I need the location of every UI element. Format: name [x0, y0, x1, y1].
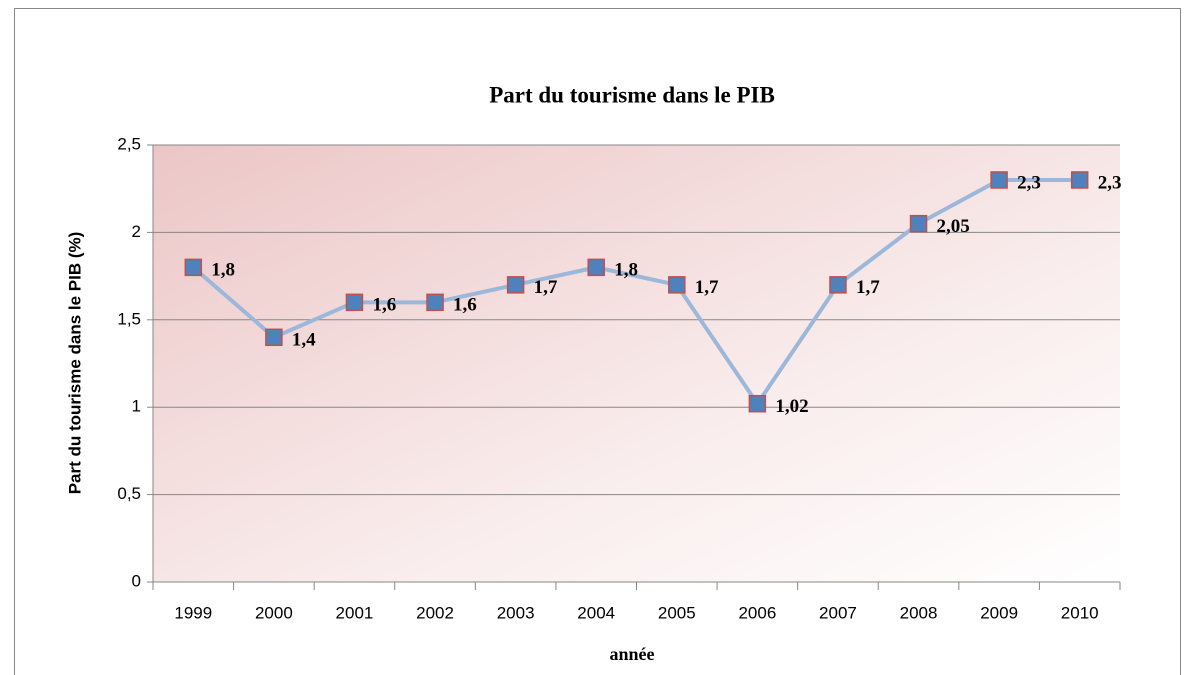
data-label: 2,3 [1098, 172, 1122, 193]
x-tick-label: 2004 [577, 603, 615, 622]
x-tick-label: 2005 [658, 603, 696, 622]
data-label: 2,3 [1017, 172, 1041, 193]
data-label: 2,05 [937, 216, 970, 237]
x-tick-label: 2002 [416, 603, 454, 622]
y-tick-label: 1,5 [117, 309, 141, 328]
data-label: 1,8 [211, 260, 235, 281]
marker [587, 258, 605, 277]
y-tick-label: 2,5 [117, 134, 141, 153]
y-axis-label: Part du tourisme dans le PIB (%) [65, 232, 84, 495]
marker [1070, 171, 1089, 189]
x-tick-label: 1999 [174, 603, 212, 622]
x-tick-label: 2001 [336, 603, 374, 622]
marker [265, 328, 283, 347]
marker [184, 258, 203, 277]
x-tick-label: 2008 [900, 603, 938, 622]
data-label: 1,7 [856, 277, 880, 298]
x-tick-label: 2006 [738, 603, 776, 622]
marker [668, 276, 686, 294]
x-tick-label: 2003 [497, 603, 535, 622]
chart-title: Part du tourisme dans le PIB [489, 82, 775, 107]
x-tick-label: 2009 [980, 603, 1018, 622]
marker [345, 293, 364, 312]
marker [506, 276, 525, 294]
plot-area [153, 145, 1120, 582]
data-label: 1,4 [292, 330, 316, 351]
x-tick-label: 2007 [819, 603, 857, 622]
data-label: 1,6 [453, 295, 477, 316]
data-label: 1,8 [614, 260, 638, 281]
marker [748, 394, 767, 413]
data-label: 1,7 [534, 277, 558, 298]
x-axis-label: année [610, 644, 655, 664]
marker [909, 214, 928, 233]
marker [426, 293, 444, 312]
data-label: 1,02 [775, 396, 808, 417]
marker [829, 276, 847, 294]
y-tick-label: 1 [132, 397, 141, 416]
data-label: 1,7 [695, 277, 719, 298]
series-line [191, 177, 1080, 406]
x-tick-label: 2000 [255, 603, 293, 622]
data-label: 1,6 [372, 295, 396, 316]
y-tick-label: 2 [132, 222, 141, 241]
y-tick-label: 0,5 [117, 484, 141, 503]
marker [990, 171, 1008, 189]
x-tick-label: 2010 [1061, 603, 1099, 622]
y-tick-label: 0 [132, 571, 141, 590]
